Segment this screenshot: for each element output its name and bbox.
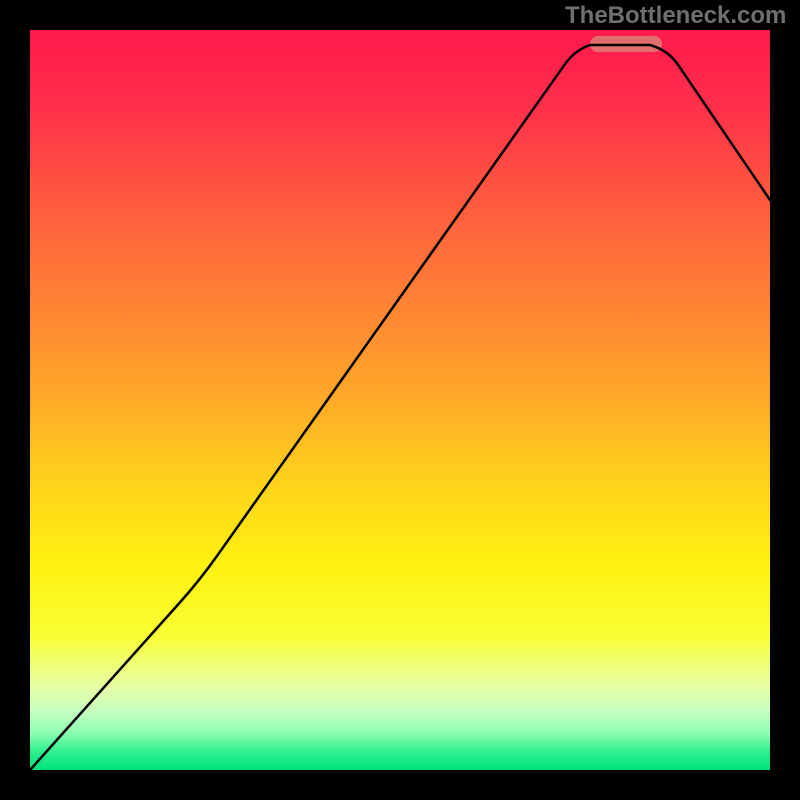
chart-svg <box>0 0 800 800</box>
bottleneck-chart: TheBottleneck.com <box>0 0 800 800</box>
watermark-text: TheBottleneck.com <box>565 2 786 30</box>
plot-background <box>30 30 770 770</box>
